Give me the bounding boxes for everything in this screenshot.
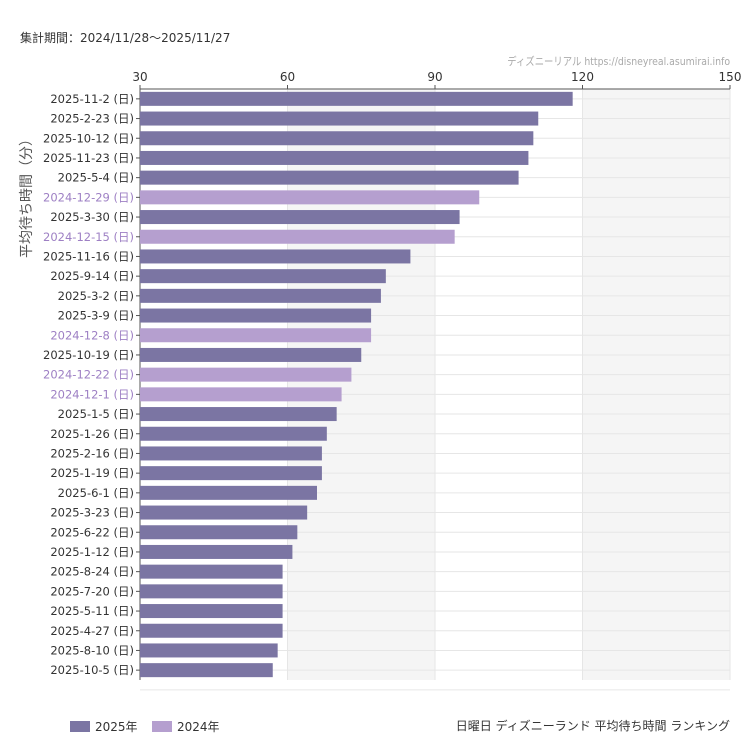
bar <box>140 150 529 165</box>
bar <box>140 308 372 323</box>
bar <box>140 643 278 658</box>
bar <box>140 584 283 599</box>
bar <box>140 367 352 382</box>
x-tick-label: 60 <box>280 70 295 84</box>
bar <box>140 466 322 481</box>
bar <box>140 387 342 402</box>
bar <box>140 210 460 225</box>
bar <box>140 131 534 146</box>
y-tick-label: 2025-7-20 (日) <box>50 584 134 598</box>
x-tick-label: 150 <box>719 70 742 84</box>
x-tick-label: 30 <box>132 70 147 84</box>
y-tick-label: 2025-1-19 (日) <box>50 466 134 480</box>
x-tick-label: 120 <box>571 70 594 84</box>
bar <box>140 249 411 264</box>
y-tick-label: 2025-2-16 (日) <box>50 446 134 460</box>
bar <box>140 604 283 619</box>
bar <box>140 288 381 303</box>
chart-title: 日曜日 ディズニーランド 平均待ち時間 ランキング <box>455 719 730 733</box>
grid-band <box>287 89 435 680</box>
bar <box>140 347 362 362</box>
y-tick-label: 2025-1-26 (日) <box>50 427 134 441</box>
y-tick-label: 2024-12-8 (日) <box>50 328 134 342</box>
legend-swatch <box>70 721 90 732</box>
bar <box>140 663 273 678</box>
grid-band <box>582 89 730 680</box>
bar <box>140 229 455 244</box>
y-tick-label: 2024-12-1 (日) <box>50 387 134 401</box>
credit-label: ディズニーリアル https://disneyreal.asumirai.inf… <box>507 55 730 68</box>
bar <box>140 564 283 579</box>
y-tick-label: 2025-1-5 (日) <box>58 407 134 421</box>
y-tick-label: 2025-3-23 (日) <box>50 506 134 520</box>
y-tick-label: 2024-12-22 (日) <box>43 368 134 382</box>
y-tick-label: 2025-5-4 (日) <box>58 171 134 185</box>
y-tick-label: 2025-5-11 (日) <box>50 604 134 618</box>
bar <box>140 328 372 343</box>
legend-label: 2024年 <box>177 720 220 734</box>
bar <box>140 505 308 520</box>
legend-item-2025[interactable]: 2025年 <box>70 718 138 735</box>
y-tick-label: 2025-11-16 (日) <box>43 249 134 263</box>
y-tick-label: 2025-4-27 (日) <box>50 624 134 638</box>
bar <box>140 269 386 284</box>
y-tick-label: 2025-11-2 (日) <box>50 92 134 106</box>
y-tick-label: 2025-8-24 (日) <box>50 565 134 579</box>
bar <box>140 525 298 540</box>
bar <box>140 407 337 422</box>
y-tick-label: 2025-10-12 (日) <box>43 131 134 145</box>
y-tick-label: 2025-11-23 (日) <box>43 151 134 165</box>
y-tick-label: 2025-3-9 (日) <box>58 309 134 323</box>
bar <box>140 426 327 441</box>
y-tick-label: 2025-10-5 (日) <box>50 663 134 677</box>
bar <box>140 91 573 106</box>
y-tick-label: 2024-12-29 (日) <box>43 190 134 204</box>
bar <box>140 623 283 638</box>
bar <box>140 170 519 185</box>
legend-item-2024[interactable]: 2024年 <box>152 718 220 735</box>
x-tick-label: 90 <box>427 70 442 84</box>
bar <box>140 544 293 559</box>
y-tick-label: 2025-6-22 (日) <box>50 525 134 539</box>
y-tick-label: 2025-9-14 (日) <box>50 269 134 283</box>
bar <box>140 485 317 500</box>
y-tick-label: 2025-6-1 (日) <box>58 486 134 500</box>
y-tick-label: 2025-8-10 (日) <box>50 643 134 657</box>
period-label: 集計期間：2024/11/28〜2025/11/27 <box>20 31 231 45</box>
y-tick-label: 2025-1-12 (日) <box>50 545 134 559</box>
y-tick-label: 2025-3-2 (日) <box>58 289 134 303</box>
y-tick-label: 2025-2-23 (日) <box>50 112 134 126</box>
bar <box>140 190 480 205</box>
y-tick-label: 2024-12-15 (日) <box>43 230 134 244</box>
bar <box>140 446 322 461</box>
bar <box>140 111 539 126</box>
y-tick-label: 2025-3-30 (日) <box>50 210 134 224</box>
y-tick-label: 2025-10-19 (日) <box>43 348 134 362</box>
legend-swatch <box>152 721 172 732</box>
legend-label: 2025年 <box>95 720 138 734</box>
